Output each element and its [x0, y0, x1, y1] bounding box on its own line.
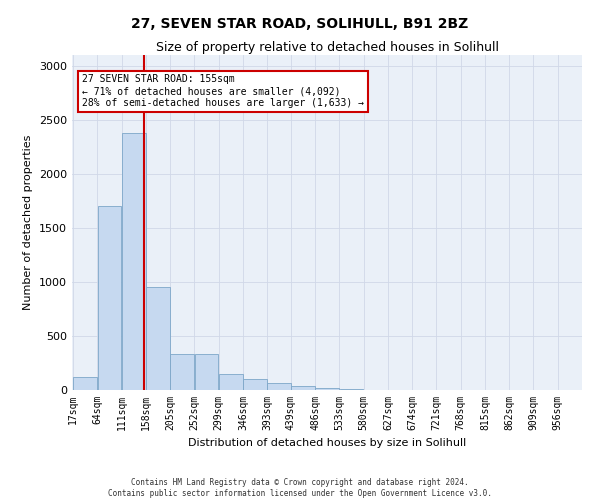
Bar: [146, 288, 170, 390]
Text: 27, SEVEN STAR ROAD, SOLIHULL, B91 2BZ: 27, SEVEN STAR ROAD, SOLIHULL, B91 2BZ: [131, 18, 469, 32]
Bar: [122, 133, 146, 390]
Bar: [98, 206, 121, 390]
Bar: [73, 377, 97, 390]
Bar: [291, 386, 315, 390]
Y-axis label: Number of detached properties: Number of detached properties: [23, 135, 34, 310]
Title: Size of property relative to detached houses in Solihull: Size of property relative to detached ho…: [155, 41, 499, 54]
X-axis label: Distribution of detached houses by size in Solihull: Distribution of detached houses by size …: [188, 438, 466, 448]
Bar: [219, 374, 242, 390]
Bar: [316, 388, 339, 390]
Text: 27 SEVEN STAR ROAD: 155sqm
← 71% of detached houses are smaller (4,092)
28% of s: 27 SEVEN STAR ROAD: 155sqm ← 71% of deta…: [82, 74, 364, 108]
Text: Contains HM Land Registry data © Crown copyright and database right 2024.
Contai: Contains HM Land Registry data © Crown c…: [108, 478, 492, 498]
Bar: [243, 379, 267, 390]
Bar: [268, 383, 291, 390]
Bar: [170, 354, 194, 390]
Bar: [194, 354, 218, 390]
